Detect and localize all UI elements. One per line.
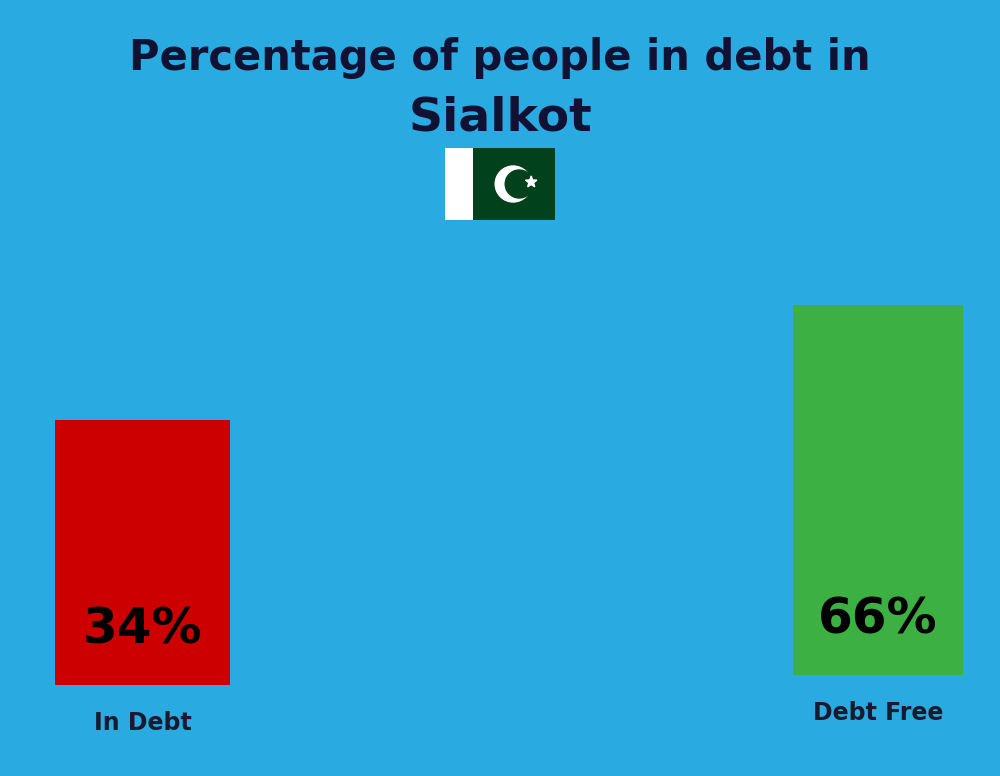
Text: 34%: 34% [83, 606, 202, 654]
Text: In Debt: In Debt [94, 711, 191, 735]
Circle shape [505, 170, 533, 198]
Text: Sialkot: Sialkot [408, 95, 592, 140]
Bar [473, 148, 555, 220]
Bar [793, 305, 963, 675]
Text: Percentage of people in debt in: Percentage of people in debt in [129, 37, 871, 79]
Bar [445, 148, 473, 220]
Circle shape [495, 166, 531, 202]
Bar [55, 420, 230, 685]
Text: Debt Free: Debt Free [813, 701, 943, 725]
Polygon shape [525, 176, 537, 187]
Text: 66%: 66% [818, 596, 938, 644]
